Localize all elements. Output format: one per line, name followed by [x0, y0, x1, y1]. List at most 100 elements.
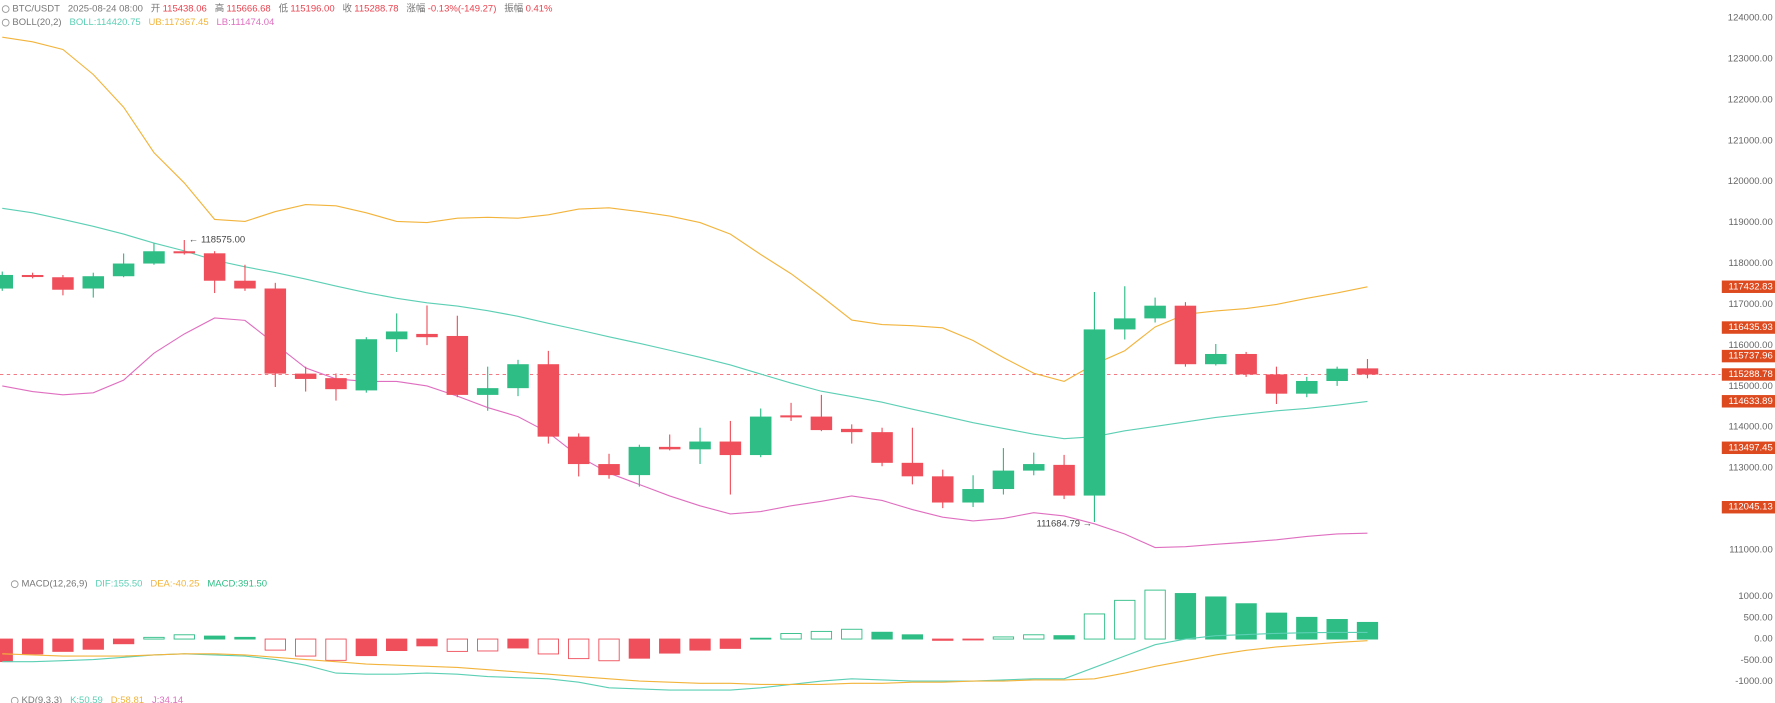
- candle-body: [719, 441, 742, 456]
- y-tick-label: 120000.00: [1728, 176, 1773, 187]
- macd-bar: [689, 638, 711, 651]
- candle-body: [325, 378, 347, 390]
- macd-bar: [0, 638, 13, 663]
- macd-bar: [477, 638, 499, 652]
- candle-body: [567, 436, 590, 465]
- macd-bar: [143, 636, 165, 640]
- macd-bar: [901, 634, 924, 640]
- symbol-icon: [1, 5, 10, 13]
- candle-body: [1265, 374, 1288, 394]
- price-label: 114633.89: [1729, 396, 1773, 407]
- macd-bar: [1023, 634, 1045, 640]
- candle-body: [780, 415, 802, 418]
- quote-value: 115438.06: [163, 4, 207, 15]
- candle-body: [234, 280, 256, 289]
- candle-body: [658, 446, 681, 450]
- legend-entry: LB:111474.04: [217, 17, 275, 28]
- quote-value: 115288.78: [354, 4, 398, 15]
- macd-bar: [1205, 596, 1227, 640]
- candle-body: [0, 274, 14, 289]
- price-label-box: [1721, 321, 1775, 334]
- indicator-icon: [10, 696, 19, 703]
- price-label-box: [1721, 441, 1775, 455]
- y-tick-label: 115000.00: [1729, 381, 1773, 392]
- price-label: 112045.13: [1729, 502, 1773, 513]
- quote-label: 振幅: [504, 3, 523, 15]
- indicator-icon: [1, 18, 10, 27]
- candle-body: [931, 476, 954, 503]
- candle-body: [1326, 368, 1348, 381]
- candle-body: [871, 432, 893, 463]
- candle-body: [294, 373, 317, 379]
- candle-body: [962, 489, 984, 503]
- y-tick-label: 113000.00: [1729, 463, 1773, 474]
- macd-bar: [841, 628, 863, 640]
- macd-line: [2, 631, 1368, 691]
- candle-body: [264, 288, 287, 374]
- macd-bar: [446, 638, 468, 652]
- macd-bar: [659, 638, 681, 654]
- candle-body: [1235, 353, 1257, 375]
- y-tick-label: 111000.00: [1729, 545, 1772, 556]
- price-label-box: [1721, 395, 1775, 408]
- boll-line: [2, 317, 1368, 549]
- candle-body: [628, 446, 651, 476]
- macd-bar: [992, 636, 1015, 640]
- y-tick-label: 116000.00: [1729, 340, 1773, 351]
- macd-bar: [932, 638, 954, 641]
- candle-body: [21, 274, 44, 278]
- y-tick-label: 1000.00: [1738, 591, 1772, 602]
- candle-body: [82, 276, 105, 289]
- y-tick-label: 121000.00: [1728, 135, 1773, 146]
- y-tick-label: 122000.00: [1728, 94, 1773, 105]
- macd-bar: [355, 638, 377, 657]
- candle-body: [1296, 380, 1318, 394]
- candle-body: [143, 251, 165, 264]
- quote-value: -0.13%(-149.27): [428, 4, 497, 15]
- macd-bar: [21, 638, 44, 655]
- y-tick-label: -500.00: [1741, 655, 1773, 666]
- boll-line: [2, 207, 1368, 440]
- candle-body: [203, 253, 226, 281]
- indicator-name: KD(9,3,3): [22, 695, 63, 703]
- macd-bar: [628, 638, 651, 659]
- macd-bar: [871, 631, 893, 640]
- candle-body: [1023, 464, 1045, 471]
- macd-bar: [386, 638, 408, 651]
- candle-body: [1114, 318, 1136, 330]
- high-annotation: ← 118575.00: [189, 235, 245, 246]
- indicator-name: BOLL(20,2): [12, 17, 61, 28]
- indicator-icon: [10, 580, 19, 588]
- price-label: 113497.45: [1729, 442, 1773, 453]
- low-annotation: 111684.79 →: [1037, 519, 1093, 530]
- candle-body: [749, 416, 772, 456]
- legend-entry: K:50.59: [70, 695, 103, 703]
- macd-bar: [1083, 613, 1106, 640]
- macd-bar: [1265, 612, 1288, 640]
- price-label-box: [1721, 500, 1775, 514]
- candle-body: [416, 333, 438, 338]
- y-tick-label: 123000.00: [1728, 53, 1773, 64]
- legend-entry: J:34.14: [152, 695, 183, 703]
- macd-bar: [1296, 616, 1318, 640]
- price-label: 116435.93: [1729, 322, 1773, 333]
- legend-entry: DIF:155.50: [95, 579, 142, 590]
- quote-label: 收: [343, 3, 353, 15]
- macd-line: [2, 640, 1368, 686]
- price-label-box: [1721, 280, 1775, 293]
- candle-body: [52, 277, 74, 290]
- y-tick-label: 114000.00: [1729, 422, 1773, 433]
- macd-bar: [568, 638, 590, 660]
- y-tick-label: 119000.00: [1729, 217, 1773, 228]
- candle-body: [1205, 353, 1227, 365]
- quote-label: 低: [279, 3, 289, 15]
- price-label: 115288.78: [1729, 369, 1773, 380]
- candle-body: [355, 339, 378, 391]
- macd-bar: [1114, 599, 1136, 640]
- candle-body: [385, 331, 408, 340]
- quote-label: 高: [215, 3, 225, 15]
- macd-bar: [1326, 619, 1348, 640]
- macd-bar: [82, 638, 104, 650]
